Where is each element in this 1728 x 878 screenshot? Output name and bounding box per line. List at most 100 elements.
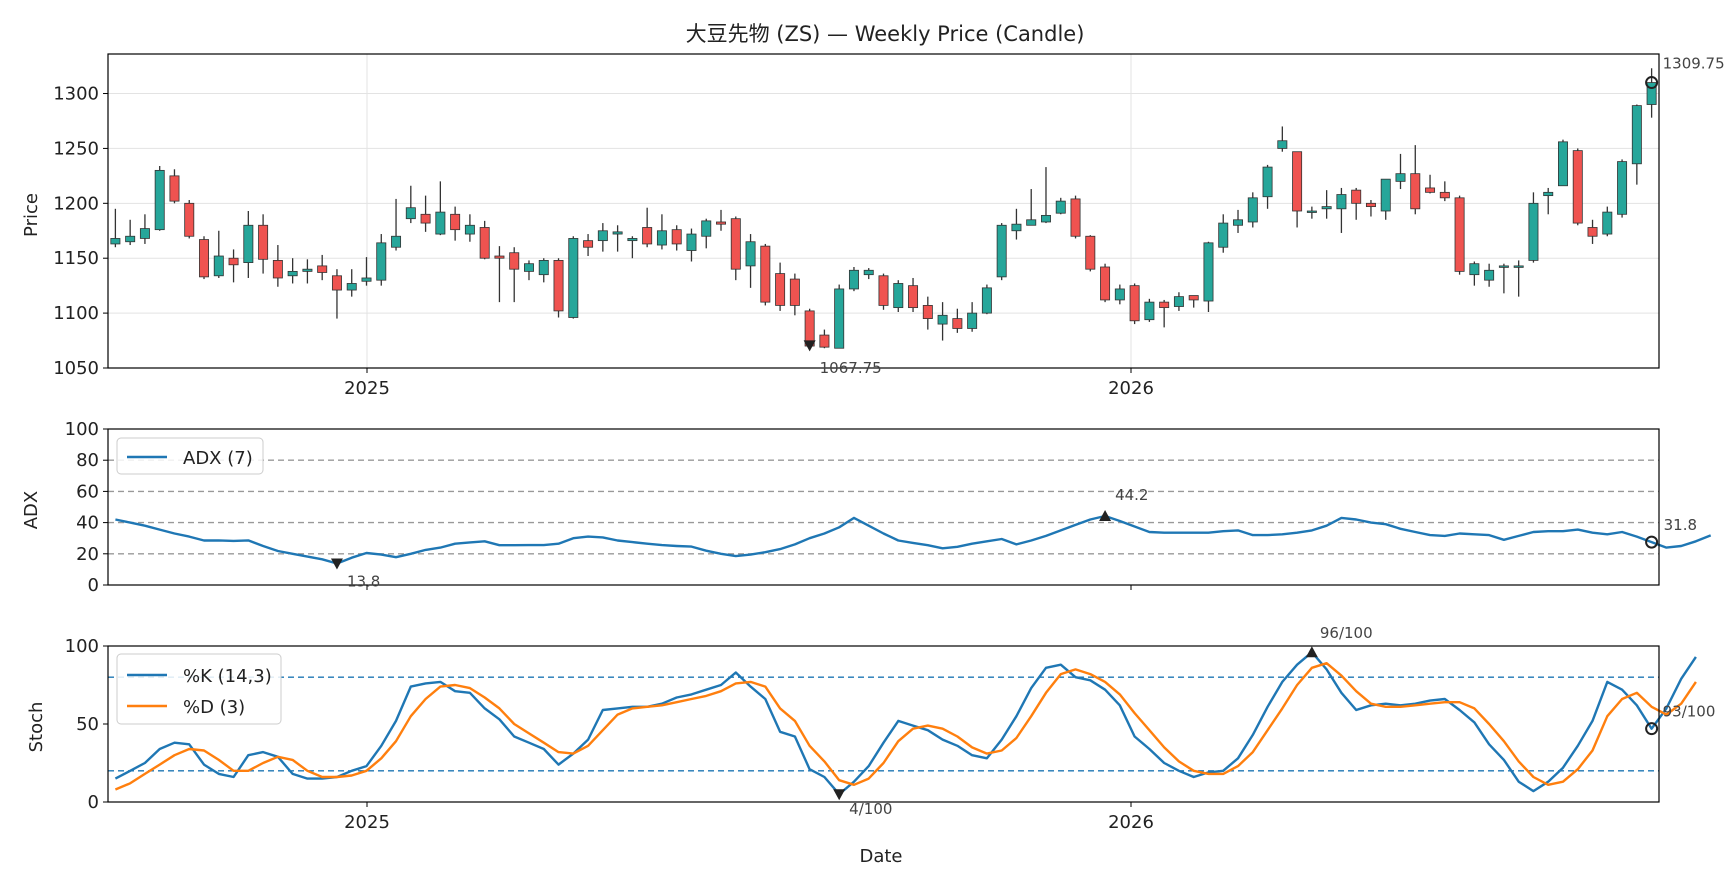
candle-body — [834, 288, 845, 349]
candle — [361, 257, 372, 286]
candle-body — [848, 269, 859, 290]
candle-body — [376, 242, 387, 281]
y-tick-label: 1050 — [53, 358, 99, 379]
candle — [1558, 139, 1568, 187]
candle-body — [1425, 187, 1436, 193]
candle — [139, 214, 150, 244]
candle-body — [627, 238, 638, 242]
candle — [1306, 206, 1317, 219]
candle-body — [317, 265, 328, 273]
candle-body — [287, 270, 298, 277]
candle-body — [642, 227, 653, 245]
candle-body — [996, 224, 1007, 278]
candle-body — [937, 314, 948, 325]
candle-body — [716, 221, 726, 225]
candle — [1498, 263, 1509, 294]
candle-body — [1159, 301, 1170, 309]
candle — [524, 260, 534, 281]
candle-body — [391, 235, 402, 248]
candle — [922, 296, 933, 330]
candle-body — [1558, 141, 1568, 187]
candle — [878, 273, 889, 310]
max-marker — [1099, 510, 1112, 522]
candle-body — [1498, 265, 1509, 268]
candle-body — [538, 260, 549, 276]
candle — [317, 254, 328, 281]
candle — [538, 258, 549, 283]
candle-body — [1572, 150, 1583, 224]
candle-body — [908, 285, 919, 309]
y-tick-label: 1150 — [53, 248, 99, 269]
candle — [1543, 187, 1554, 215]
candle — [258, 214, 269, 274]
candle — [1041, 167, 1051, 224]
candle-body — [479, 227, 490, 259]
candle — [125, 219, 136, 246]
price-y-label: Price — [21, 193, 42, 237]
candle — [612, 225, 623, 252]
candle-body — [1395, 173, 1406, 182]
x-tick-label: 2025 — [344, 378, 390, 399]
candle — [1528, 192, 1539, 263]
candle — [391, 198, 402, 251]
candle — [1351, 187, 1362, 220]
candle — [169, 169, 180, 204]
candle-body — [1306, 210, 1317, 213]
candle-body — [686, 233, 697, 251]
candle — [553, 258, 564, 318]
candle-body — [922, 305, 933, 319]
candle-body — [981, 287, 992, 314]
candle-body — [494, 255, 505, 259]
candle-body — [184, 202, 195, 237]
candle-body — [420, 213, 431, 224]
candle — [730, 216, 741, 281]
candle-body — [125, 235, 136, 243]
candle-body — [1365, 202, 1376, 208]
candle-body — [139, 228, 150, 239]
candle — [789, 273, 800, 316]
candle — [243, 211, 254, 278]
candle-body — [1173, 296, 1184, 307]
adx-min-annotation: 13.8 — [347, 572, 380, 590]
candle — [1484, 263, 1495, 287]
candle-body — [199, 239, 209, 278]
candle-body — [1011, 223, 1022, 232]
candle-body — [213, 255, 224, 277]
candle — [686, 228, 697, 262]
candle — [405, 185, 416, 224]
candle — [1572, 148, 1583, 226]
candle-body — [1218, 222, 1229, 248]
x-tick-label: 2025 — [344, 812, 390, 833]
candle — [464, 214, 475, 242]
chart-title: 大豆先物 (ZS) — Weekly Price (Candle) — [686, 22, 1085, 46]
adx-line — [115, 514, 1712, 565]
candle — [1321, 190, 1332, 219]
candle-body — [1100, 266, 1111, 301]
stoch-k-line — [114, 651, 1697, 796]
candle-body — [1203, 242, 1214, 302]
candle — [1026, 189, 1037, 226]
candle-body — [1617, 161, 1628, 215]
candle — [908, 277, 919, 313]
y-tick-label: 80 — [76, 450, 99, 471]
candle — [627, 236, 638, 259]
min-marker — [803, 340, 816, 352]
candle — [110, 208, 121, 248]
candle — [1055, 197, 1066, 215]
candle — [213, 230, 224, 278]
x-axis-label: Date — [859, 846, 902, 867]
candle — [331, 269, 342, 319]
candle-body — [1114, 288, 1125, 301]
candle-body — [450, 213, 461, 231]
price-min-annotation: 1067.75 — [820, 359, 882, 377]
candle — [701, 218, 712, 249]
min-marker — [833, 789, 846, 801]
candle — [184, 200, 195, 239]
candle-body — [1085, 235, 1096, 270]
candle-body — [1587, 227, 1598, 237]
candle-body — [169, 175, 180, 202]
adx-last-annotation: 31.8 — [1664, 516, 1697, 534]
x-tick-label: 2026 — [1108, 812, 1154, 833]
